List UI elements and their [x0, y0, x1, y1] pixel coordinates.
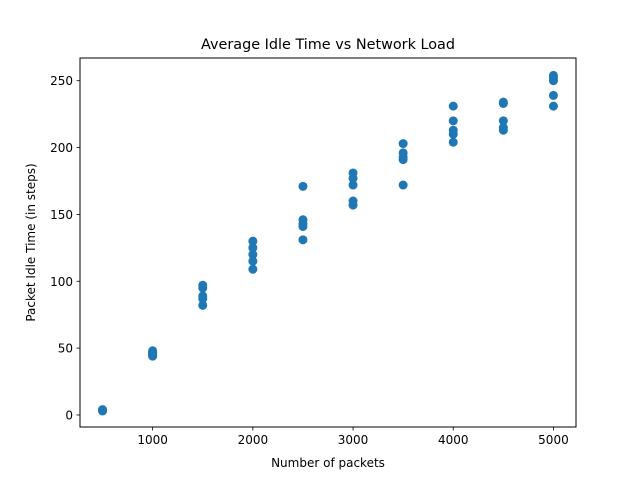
- plot-frame: [79, 57, 577, 428]
- y-tick-label: 0: [65, 408, 73, 422]
- x-axis-label: Number of packets: [271, 456, 385, 470]
- data-point: [348, 180, 358, 190]
- chart-title: Average Idle Time vs Network Load: [201, 37, 455, 53]
- data-point: [398, 148, 408, 158]
- y-axis-label: Packet Idle Time (in steps): [24, 163, 38, 321]
- data-point: [248, 256, 258, 266]
- data-point: [498, 116, 508, 126]
- data-point: [248, 250, 258, 260]
- data-point: [248, 236, 258, 246]
- data-point: [148, 348, 158, 358]
- y-tick-label: 250: [50, 74, 73, 88]
- data-point: [448, 137, 458, 147]
- data-point: [198, 291, 208, 301]
- data-point: [448, 125, 458, 135]
- y-axis: 0 50 100 150 200 250: [50, 74, 80, 422]
- x-tick-label: 5000: [538, 433, 569, 447]
- data-point: [348, 168, 358, 178]
- data-point: [198, 280, 208, 290]
- data-point: [398, 180, 408, 190]
- data-point: [448, 116, 458, 126]
- data-point: [548, 101, 558, 111]
- data-point: [248, 243, 258, 253]
- x-tick-label: 4000: [438, 433, 469, 447]
- x-tick-label: 2000: [238, 433, 269, 447]
- data-point: [198, 300, 208, 310]
- data-points: [98, 70, 558, 416]
- data-point: [298, 181, 308, 191]
- x-tick-label: 1000: [137, 433, 168, 447]
- x-tick-label: 3000: [338, 433, 369, 447]
- data-point: [298, 215, 308, 225]
- y-tick-label: 200: [50, 141, 73, 155]
- data-point: [348, 196, 358, 206]
- data-point: [498, 97, 508, 107]
- y-tick-label: 50: [58, 342, 73, 356]
- x-axis: 1000 2000 3000 4000 5000: [137, 427, 569, 447]
- data-point: [548, 90, 558, 100]
- y-tick-label: 150: [50, 208, 73, 222]
- data-point: [448, 101, 458, 111]
- data-point: [98, 405, 108, 415]
- data-point: [398, 139, 408, 149]
- data-point: [498, 123, 508, 133]
- data-point: [248, 264, 258, 274]
- y-tick-label: 100: [50, 275, 73, 289]
- data-point: [548, 70, 558, 80]
- data-point: [298, 235, 308, 245]
